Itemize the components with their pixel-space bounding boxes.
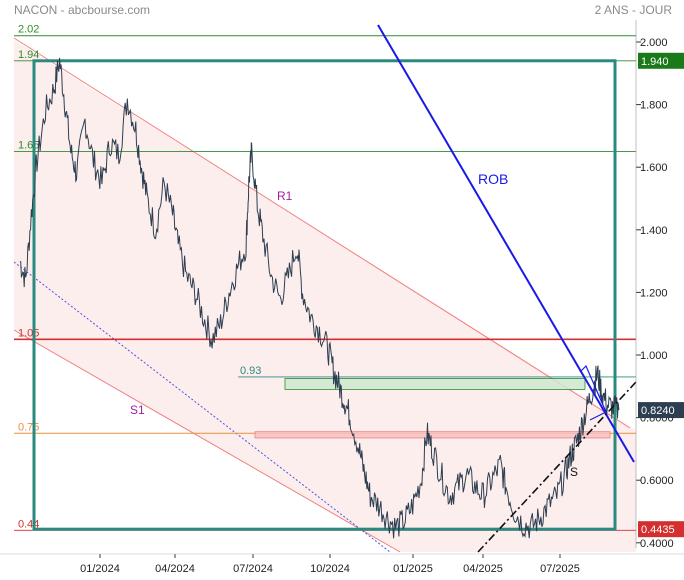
teal-frame-box <box>32 59 617 531</box>
chart-period-label: 2 ANS - JOUR <box>594 3 672 17</box>
channel-fill <box>14 40 636 552</box>
x-tick-label: 04/2025 <box>463 563 503 575</box>
price-line <box>19 57 620 539</box>
annotation-s1: S1 <box>130 403 145 417</box>
y-axis: 2.0001.8001.6001.4001.2001.0000.80000.60… <box>635 20 674 550</box>
level-label: 1.94 <box>18 49 39 61</box>
y-tick-label: 1.400 <box>640 225 668 237</box>
price-badge <box>638 521 684 538</box>
channel-lower-line <box>13 329 401 553</box>
x-tick-label: 01/2024 <box>80 563 120 575</box>
y-tick-label: 1.000 <box>640 350 668 362</box>
recent-triangle <box>579 364 607 421</box>
x-tick-label: 10/2024 <box>310 563 350 575</box>
chart-source-title: NACON - abcbourse.com <box>14 3 151 17</box>
y-tick-label: 0.6000 <box>640 475 674 487</box>
price-badge-label: 0.8240 <box>641 405 675 417</box>
price-badge-label: 0.4435 <box>641 524 675 536</box>
channel-mid-dotted-line <box>13 261 391 553</box>
trend-lines: R1 S1 ROB S <box>130 24 637 553</box>
x-tick-label: 07/2025 <box>540 563 580 575</box>
price-badge <box>638 402 684 419</box>
rob-trend-line <box>377 24 635 463</box>
y-tick-label: 0.4000 <box>640 538 674 550</box>
x-tick-label: 01/2025 <box>393 563 433 575</box>
level-label: 0.75 <box>18 421 39 433</box>
channel-upper-line <box>13 37 631 429</box>
y-tick-label: 1.200 <box>640 287 668 299</box>
chart-background-layer <box>13 37 636 553</box>
x-axis: 01/2024 04/2024 07/2024 10/2024 01/2025 04/20… <box>0 553 684 575</box>
level-label: 1.05 <box>18 327 39 339</box>
y-tick-label: 1.600 <box>640 162 668 174</box>
annotation-s: S <box>570 465 578 479</box>
annotation-rob: ROB <box>478 171 508 187</box>
annotation-r1: R1 <box>277 189 293 203</box>
price-badge <box>638 52 684 69</box>
x-tick-label: 04/2024 <box>155 563 195 575</box>
pink-support-zone <box>254 431 611 439</box>
y-tick-label: 1.800 <box>640 100 668 112</box>
level-label: 0.93 <box>240 365 261 377</box>
support-s-line <box>477 381 637 553</box>
x-tick-label: 07/2024 <box>233 563 273 575</box>
price-series <box>19 57 620 539</box>
level-label: 2.02 <box>18 24 39 36</box>
price-badges: 1.940 0.8240 0.4435 <box>638 52 684 538</box>
green-resistance-zone <box>284 378 586 390</box>
level-label: 1.65 <box>18 140 39 152</box>
price-badge-label: 1.940 <box>641 56 669 68</box>
y-tick-label: 2.000 <box>640 37 668 49</box>
